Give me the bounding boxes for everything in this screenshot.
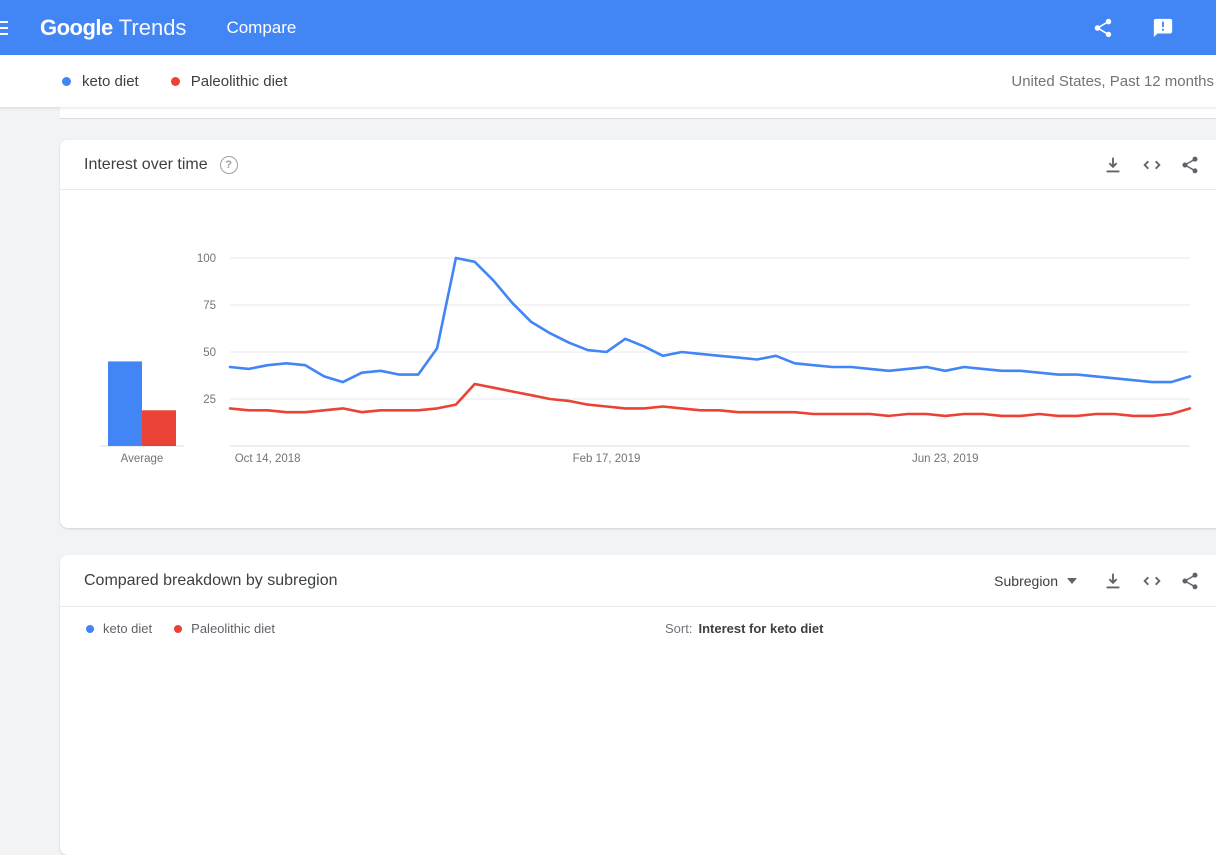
sort-dropdown[interactable]: Interest for keto diet xyxy=(698,621,824,636)
interest-card-title: Interest over time xyxy=(84,155,208,173)
menu-icon[interactable] xyxy=(0,17,10,37)
chevron-down-icon xyxy=(1067,577,1077,584)
app-header: Google Trends Compare xyxy=(0,0,1216,55)
term-label: Paleolithic diet xyxy=(190,72,288,90)
share-icon[interactable] xyxy=(1092,17,1114,39)
logo-google: Google xyxy=(40,14,113,40)
x-tick-label: Feb 17, 2019 xyxy=(573,453,641,465)
sort-control: Sort: Interest for keto diet xyxy=(665,621,823,636)
feedback-icon[interactable] xyxy=(1152,17,1174,39)
compare-page-title: Compare xyxy=(226,17,297,37)
y-tick-label: 25 xyxy=(203,394,216,406)
share-icon[interactable] xyxy=(1180,571,1200,591)
embed-code-icon[interactable] xyxy=(1141,154,1163,176)
share-icon[interactable] xyxy=(1180,155,1200,175)
x-tick-label: Jun 23, 2019 xyxy=(912,453,979,465)
download-icon[interactable] xyxy=(1102,570,1124,592)
legend-label: keto diet xyxy=(103,621,153,636)
embed-code-icon[interactable] xyxy=(1141,570,1163,592)
subregion-legend: keto diet Paleolithic diet xyxy=(86,621,297,636)
subregion-dropdown-label: Subregion xyxy=(994,572,1058,589)
paleolithic-diet-dot-icon xyxy=(170,76,180,86)
paleolithic-diet-dot-icon xyxy=(174,624,183,633)
average-bar-keto-diet xyxy=(108,361,142,446)
term-chip-paleolithic-diet[interactable]: Paleolithic diet xyxy=(170,72,288,90)
subregion-card-content: keto diet Paleolithic diet Sort: Interes… xyxy=(60,607,1216,647)
y-tick-label: 75 xyxy=(203,300,216,312)
logo-trends: Trends xyxy=(118,14,187,40)
x-tick-label: Oct 14, 2018 xyxy=(235,453,301,465)
download-icon[interactable] xyxy=(1102,154,1124,176)
subregion-card-title: Compared breakdown by subregion xyxy=(84,571,338,589)
y-tick-label: 100 xyxy=(197,253,216,265)
sort-label: Sort: xyxy=(665,621,693,636)
trend-chart[interactable]: 100 75 50 25 Oct 14, 2018 Feb 17, 2019 Jun 23,… xyxy=(60,190,1216,490)
term-chip-keto-diet[interactable]: keto diet xyxy=(62,73,139,90)
average-label: Average xyxy=(121,453,164,465)
previous-card-bottom-edge xyxy=(60,107,1216,119)
subregion-card-header: Compared breakdown by subregion Subregio… xyxy=(60,555,1216,607)
average-bar-Paleolithic-diet xyxy=(142,410,176,446)
google-trends-logo[interactable]: Google Trends xyxy=(40,15,186,41)
series-line-Paleolithic-diet xyxy=(228,382,1192,418)
series-line-keto-diet xyxy=(228,256,1192,384)
help-icon[interactable]: ? xyxy=(219,155,238,174)
region-time-filter-summary: United States, Past 12 months xyxy=(1011,72,1214,90)
keto-diet-dot-icon xyxy=(86,624,94,633)
subregion-breakdown-card: Compared breakdown by subregion Subregio… xyxy=(60,555,1216,855)
y-tick-label: 50 xyxy=(203,347,216,359)
legend-label: Paleolithic diet xyxy=(191,621,275,636)
subregion-dropdown[interactable]: Subregion xyxy=(994,573,1077,589)
keto-diet-dot-icon xyxy=(62,76,71,86)
interest-over-time-card: Interest over time ? 100 75 50 25 Oct 14, 20… xyxy=(60,140,1216,528)
compare-terms-bar: keto diet Paleolithic diet United States… xyxy=(0,55,1216,107)
term-label: keto diet xyxy=(82,72,139,90)
interest-card-header: Interest over time ? xyxy=(60,140,1216,190)
